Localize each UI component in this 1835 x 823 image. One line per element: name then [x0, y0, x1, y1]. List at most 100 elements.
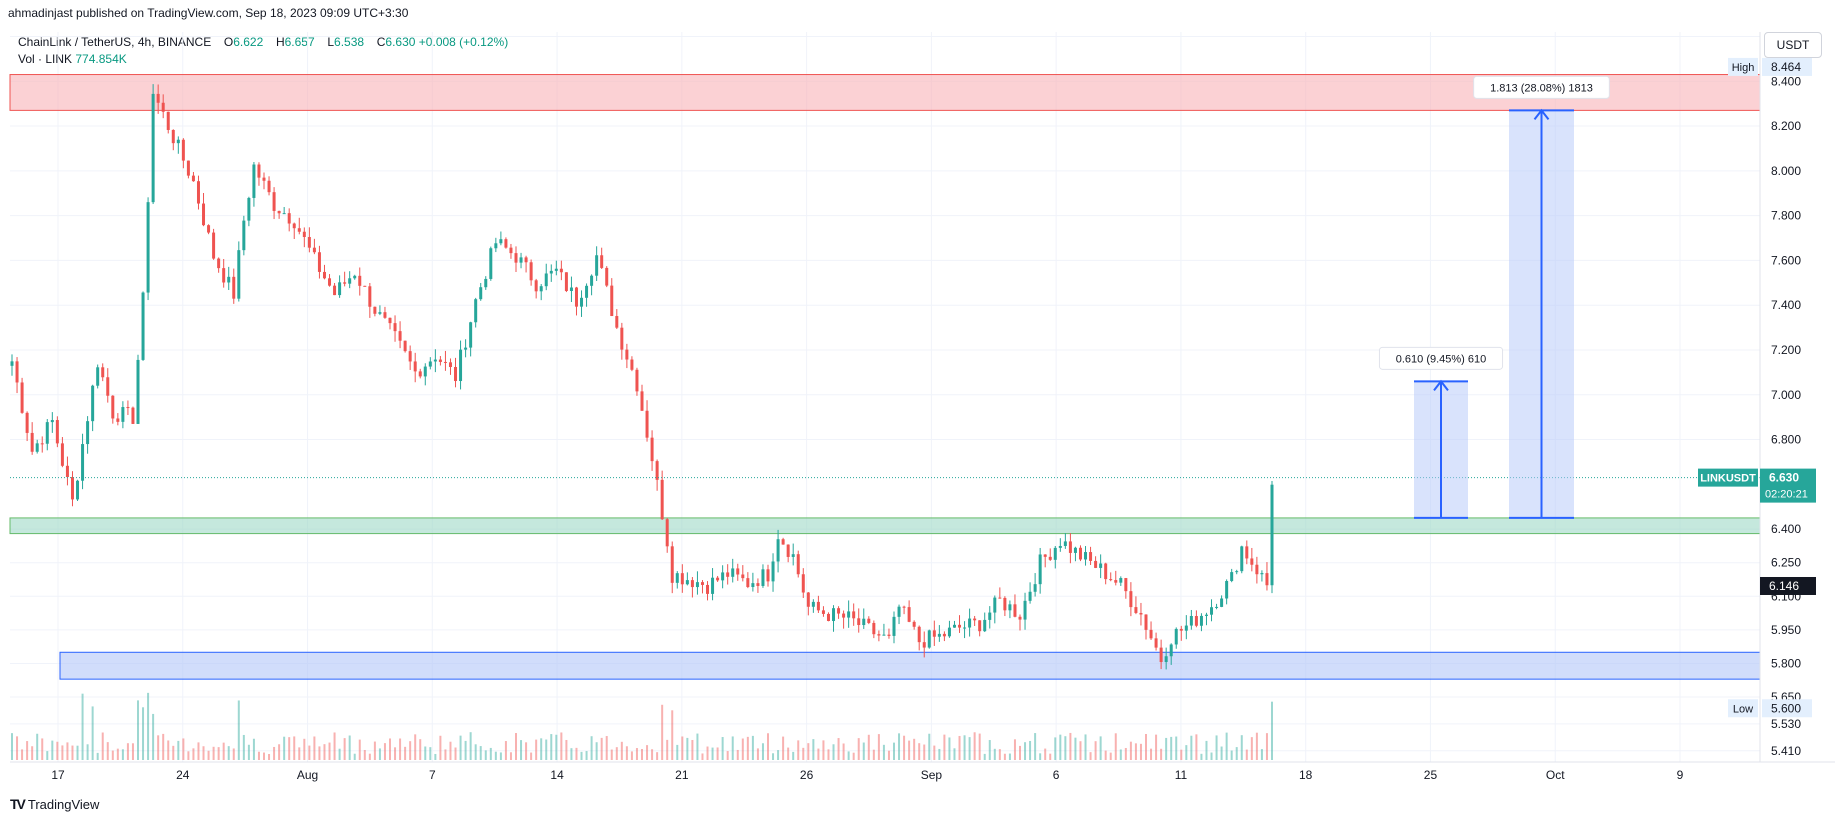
volume-bar [61, 745, 64, 760]
volume-bar [101, 732, 104, 760]
volume-bar [772, 753, 775, 760]
volume-bar [1190, 735, 1193, 760]
volume-bar [767, 733, 769, 760]
candle-body [746, 578, 750, 588]
candle-body [922, 642, 926, 648]
candle-body [736, 568, 740, 575]
volume-bar [797, 740, 800, 760]
candle-body [217, 258, 221, 269]
current-price-label: 6.630 [1769, 471, 1799, 485]
volume-bar [651, 749, 654, 760]
volume-bar [288, 737, 291, 760]
candle-body [469, 322, 473, 348]
price-tick-label: 6.400 [1771, 522, 1801, 536]
volume-bar [560, 732, 563, 760]
volume-bar [368, 753, 371, 760]
volume-bar [333, 732, 336, 760]
volume-bar [1265, 733, 1268, 760]
candle-body [353, 275, 357, 279]
volume-bar [787, 747, 790, 760]
candle-body [212, 232, 216, 259]
zone-demand [59, 651, 1761, 680]
price-tick-label: 7.800 [1771, 209, 1801, 223]
candle-body [111, 395, 115, 419]
candle-body [262, 177, 266, 181]
candle-body [383, 312, 387, 318]
price-tick-label: 8.400 [1771, 74, 1801, 88]
volume-bar [71, 745, 74, 760]
candle-body [539, 286, 543, 292]
price-tick-label: 7.000 [1771, 388, 1801, 402]
candle-body [711, 577, 715, 594]
candle-body [101, 367, 105, 378]
volume-bar [1255, 732, 1258, 760]
volume-bar [91, 706, 94, 760]
volume-label[interactable]: Vol · LINK [18, 52, 73, 66]
volume-bar [545, 739, 548, 760]
time-tick-label: 17 [51, 768, 65, 782]
candle-body [443, 361, 447, 363]
volume-bar [247, 744, 250, 760]
candle-body [464, 347, 468, 350]
candle-body [232, 276, 236, 299]
candle-body [1164, 656, 1168, 663]
candle-body [302, 231, 306, 238]
currency-button[interactable]: USDT [1764, 32, 1822, 58]
candle-body [529, 262, 533, 281]
volume-bar [530, 752, 533, 760]
volume-bar [620, 741, 623, 760]
candle-body [610, 285, 614, 317]
candle-body [1139, 612, 1143, 615]
volume-bar [293, 736, 296, 760]
volume-bar [696, 733, 699, 760]
volume-bar [86, 744, 89, 760]
volume-bar [182, 738, 185, 760]
measure-label-box [1473, 75, 1610, 99]
candle-body [1043, 554, 1047, 557]
volume-bar [666, 739, 669, 760]
volume-bar [1104, 750, 1107, 760]
candle-body [1058, 545, 1062, 548]
candle-body [45, 422, 49, 444]
measure-arrowhead [1533, 108, 1550, 120]
candle-body [595, 255, 599, 276]
candle-body [166, 111, 170, 130]
volume-bar [41, 738, 44, 760]
volume-bar [540, 738, 543, 760]
volume-bar [46, 751, 49, 760]
candle-body [1169, 644, 1173, 657]
volume-bar [66, 742, 69, 760]
candle-body [927, 630, 931, 648]
volume-bar [1039, 753, 1042, 760]
volume-bar [953, 748, 956, 760]
volume-bar [635, 748, 638, 760]
candle-body [963, 627, 967, 629]
volume-bar [298, 747, 301, 760]
candle-body [388, 317, 392, 324]
volume-bar [1271, 701, 1273, 760]
volume-bar [807, 743, 810, 760]
candle-body [973, 618, 977, 621]
candle-body [912, 621, 916, 627]
candle-body [70, 477, 74, 500]
volume-bar [449, 741, 452, 760]
low-label: L [327, 35, 335, 49]
volume-bar [268, 753, 271, 760]
candle-body [892, 616, 896, 636]
volume-bar [378, 748, 381, 760]
volume-bar [197, 742, 200, 760]
candle-body [826, 613, 830, 622]
low-value: 6.538 [334, 35, 365, 49]
volume-bar [242, 734, 245, 760]
volume-bar [1160, 748, 1163, 760]
candle-body [459, 349, 463, 382]
volume-bar [646, 745, 649, 760]
candle-body [524, 257, 528, 263]
candle-body [569, 287, 573, 291]
symbol-label[interactable]: ChainLink / TetherUS, 4h, BINANCE [18, 35, 212, 49]
candle-body [781, 539, 785, 545]
volume-bar [439, 735, 442, 760]
candle-body [126, 407, 130, 409]
candle-body [988, 612, 992, 620]
